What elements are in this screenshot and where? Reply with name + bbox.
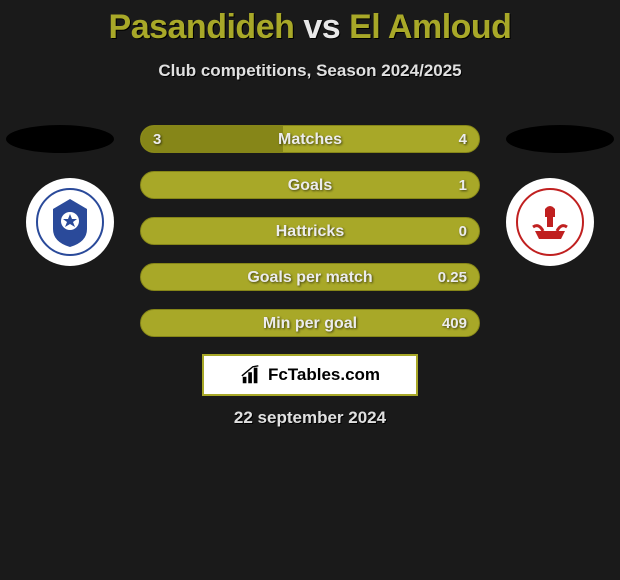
stat-bar: 3Matches4 <box>140 125 480 153</box>
branding-text: FcTables.com <box>268 365 380 385</box>
club-emblem-left-icon <box>35 187 105 257</box>
title-player1: Pasandideh <box>109 8 295 46</box>
header: Pasandideh vs El Amloud Club competition… <box>0 0 620 81</box>
stat-label: Goals per match <box>141 264 479 292</box>
bar-chart-icon <box>240 364 262 386</box>
stat-value-right: 4 <box>459 126 467 154</box>
stat-bar: Goals per match0.25 <box>140 263 480 291</box>
subtitle: Club competitions, Season 2024/2025 <box>0 61 620 81</box>
shadow-ellipse-left <box>6 125 114 153</box>
club-emblem-right-icon <box>515 187 585 257</box>
stat-row: Hattricks0 <box>140 217 480 245</box>
stat-value-right: 0.25 <box>438 264 467 292</box>
stat-bar: Goals1 <box>140 171 480 199</box>
shadow-ellipse-right <box>506 125 614 153</box>
stat-row: Min per goal409 <box>140 309 480 337</box>
stat-value-right: 0 <box>459 218 467 246</box>
stat-value-right: 1 <box>459 172 467 200</box>
stats-container: 3Matches4 Goals1 Hattricks0 Goals per match… <box>140 125 480 355</box>
stat-bar: Min per goal409 <box>140 309 480 337</box>
stat-label: Matches <box>141 126 479 154</box>
branding-box: FcTables.com <box>202 354 418 396</box>
stat-label: Hattricks <box>141 218 479 246</box>
page-title: Pasandideh vs El Amloud <box>0 8 620 47</box>
club-logo-right <box>506 178 594 266</box>
stat-value-right: 409 <box>442 310 467 338</box>
stat-row: 3Matches4 <box>140 125 480 153</box>
title-vs: vs <box>303 8 340 46</box>
stat-label: Min per goal <box>141 310 479 338</box>
stat-row: Goals1 <box>140 171 480 199</box>
club-logo-left <box>26 178 114 266</box>
date-label: 22 september 2024 <box>0 408 620 428</box>
stat-bar: Hattricks0 <box>140 217 480 245</box>
title-player2: El Amloud <box>349 8 511 46</box>
stat-label: Goals <box>141 172 479 200</box>
stat-row: Goals per match0.25 <box>140 263 480 291</box>
